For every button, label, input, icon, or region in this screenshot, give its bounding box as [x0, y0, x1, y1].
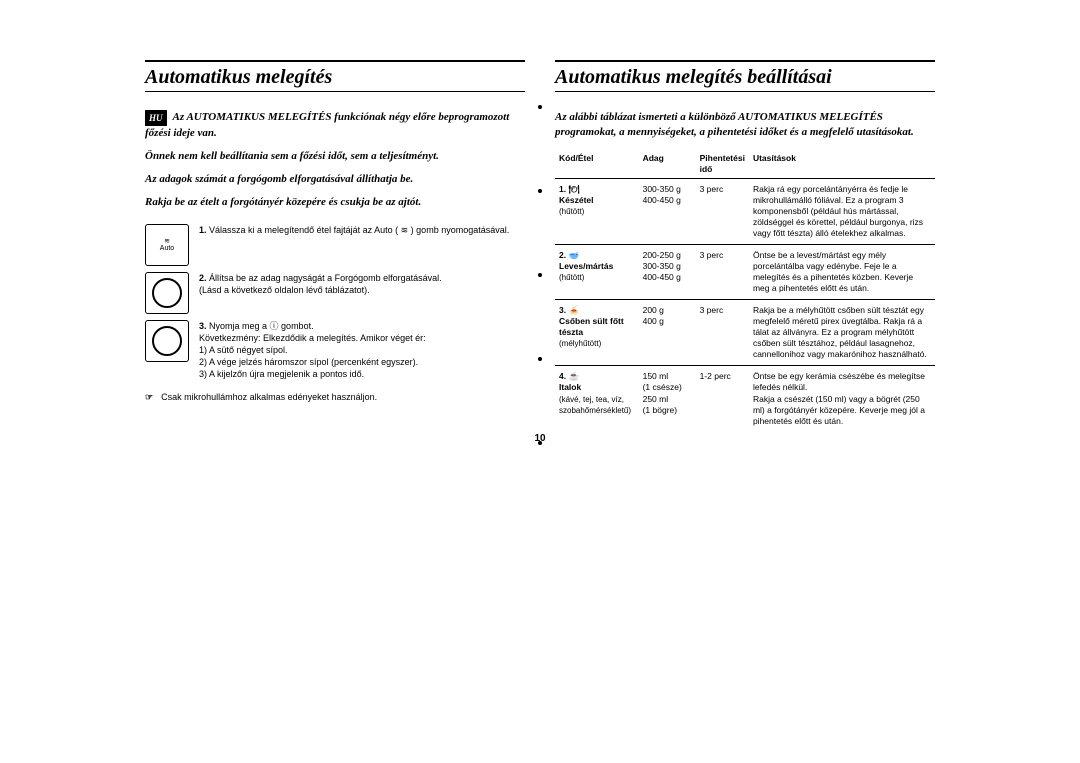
left-column: Automatikus melegítés HUAz AUTOMATIKUS M… [145, 60, 525, 432]
step-2: 2. Állítsa be az adag nagyságát a Forgóg… [145, 272, 525, 314]
footnote-text: Csak mikrohullámhoz alkalmas edényeket h… [161, 392, 377, 403]
page-divider-dots [538, 105, 542, 445]
th-adag: Adag [639, 150, 696, 179]
left-intro: HUAz AUTOMATIKUS MELEGÍTÉS funkciónak né… [145, 110, 525, 210]
cell-adag: 200 g 400 g [639, 300, 696, 366]
footnote-mark: ☞ [145, 392, 153, 403]
right-intro: Az alábbi táblázat ismerteti a különböző… [555, 110, 935, 140]
dial-icon [145, 320, 189, 362]
cell-ido: 3 perc [696, 178, 749, 244]
th-ido: Pihentetési idő [696, 150, 749, 179]
right-column: Automatikus melegítés beállításai Az alá… [555, 60, 935, 432]
intro-line-1: Az AUTOMATIKUS MELEGÍTÉS funkciónak négy… [145, 111, 509, 139]
step-number: 2. [199, 273, 207, 283]
cell-ido: 1-2 perc [696, 366, 749, 432]
cell-utas: Rakja be a mélyhűtött csőben sült tésztá… [749, 300, 935, 366]
cell-utas: Öntse be egy kerámia csészébe és melegít… [749, 366, 935, 432]
cell-code: 4. ☕Italok(kávé, tej, tea, víz, szobahőm… [555, 366, 639, 432]
footnote: ☞ Csak mikrohullámhoz alkalmas edényeket… [145, 392, 525, 403]
table-row: 4. ☕Italok(kávé, tej, tea, víz, szobahőm… [555, 366, 935, 432]
cell-adag: 200-250 g 300-350 g 400-450 g [639, 245, 696, 300]
step-number: 3. [199, 321, 207, 331]
cell-code: 2. 🥣Leves/mártás(hűtött) [555, 245, 639, 300]
cell-ido: 3 perc [696, 300, 749, 366]
cell-ido: 3 perc [696, 245, 749, 300]
intro-line-2: Önnek nem kell beállítania sem a főzési … [145, 149, 525, 164]
th-code: Kód/Étel [555, 150, 639, 179]
table-header-row: Kód/Étel Adag Pihentetési idő Utasítások [555, 150, 935, 179]
cell-utas: Öntse be a levest/mártást egy mély porce… [749, 245, 935, 300]
th-utas: Utasítások [749, 150, 935, 179]
cell-code: 3. 🍝Csőben sült főtt tészta(mélyhűtött) [555, 300, 639, 366]
programs-table: Kód/Étel Adag Pihentetési idő Utasítások… [555, 150, 935, 432]
cell-adag: 300-350 g 400-450 g [639, 178, 696, 244]
step-3: 3. Nyomja meg a ⓘ gombot. Következmény: … [145, 320, 525, 381]
step-text: Válassza ki a melegítendő étel fajtáját … [209, 225, 509, 235]
right-title: Automatikus melegítés beállításai [555, 66, 935, 89]
intro-line-3: Az adagok számát a forgógomb elforgatásá… [145, 172, 525, 187]
step-1: ≋ Auto 1. Válassza ki a melegítendő étel… [145, 224, 525, 266]
intro-line-4: Rakja be az ételt a forgótányér közepére… [145, 195, 525, 210]
dial-icon [145, 272, 189, 314]
step-text: Nyomja meg a ⓘ gombot. Következmény: Elk… [199, 321, 426, 380]
step-text: Állítsa be az adag nagyságát a Forgógomb… [199, 273, 442, 295]
cell-adag: 150 ml (1 csésze) 250 ml (1 bögre) [639, 366, 696, 432]
steps-list: ≋ Auto 1. Válassza ki a melegítendő étel… [145, 224, 525, 381]
cell-code: 1. 🍽Készétel(hűtött) [555, 178, 639, 244]
left-title: Automatikus melegítés [145, 66, 525, 89]
step-number: 1. [199, 225, 207, 235]
table-row: 3. 🍝Csőben sült főtt tészta(mélyhűtött)2… [555, 300, 935, 366]
auto-button-icon: ≋ Auto [145, 224, 189, 266]
table-row: 2. 🥣Leves/mártás(hűtött)200-250 g 300-35… [555, 245, 935, 300]
page-number: 10 [534, 433, 545, 444]
cell-utas: Rakja rá egy porcelántányérra és fedje l… [749, 178, 935, 244]
table-row: 1. 🍽Készétel(hűtött)300-350 g 400-450 g3… [555, 178, 935, 244]
language-badge: HU [145, 110, 167, 126]
